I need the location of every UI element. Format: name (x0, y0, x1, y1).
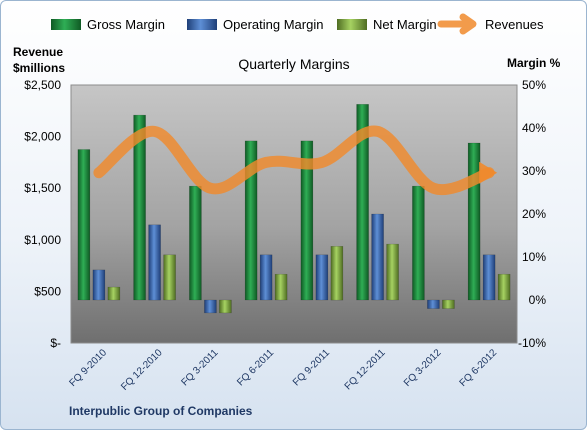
legend-swatch-net-margin (337, 19, 367, 30)
line-revenues-arrowhead (479, 161, 498, 184)
bar-operating-margin-fq-9-2010 (92, 269, 106, 301)
legend-label-gross-margin: Gross Margin (87, 17, 165, 32)
left-axis-title-line1: Revenue (13, 45, 63, 59)
right-axis-ticks: -10% 0% 10% 20% 30% 40% 50% (518, 78, 546, 350)
bar-net-margin-fq-3-2011 (219, 299, 232, 314)
legend-label-net-margin: Net Margin (373, 17, 437, 32)
x-tick-label: FQ 3-2011 (179, 347, 220, 388)
right-tick-label: 20% (522, 207, 546, 221)
x-tick-label: FQ 9-2010 (67, 347, 109, 389)
bar-gross-margin-fq-3-2012 (412, 185, 425, 301)
bar-net-margin-fq-9-2010 (107, 286, 121, 301)
bar-operating-margin-fq-6-2011 (259, 254, 273, 301)
left-tick-label: $1,000 (24, 233, 61, 247)
bar-operating-margin-fq-3-2012 (427, 299, 440, 309)
line-revenues (93, 125, 495, 196)
x-tick-label: FQ 6-2011 (235, 347, 276, 388)
bar-net-margin-fq-12-2011 (386, 243, 399, 301)
bar-gross-margin-fq-12-2011 (356, 104, 369, 301)
bar-gross-margin-fq-9-2010 (77, 149, 91, 301)
x-tick-label: FQ 6-2012 (458, 347, 500, 389)
bar-net-margin-fq-6-2012 (497, 273, 511, 301)
x-axis-ticks: FQ 9-2010 FQ 12-2010 FQ 3-2011 FQ 6-2011 FQ … (67, 347, 499, 393)
bar-operating-margin-fq-12-2010 (148, 224, 161, 301)
bar-gross-margin-fq-9-2011 (300, 140, 314, 301)
x-tick-label: FQ 9-2011 (291, 347, 332, 388)
x-tick-label: FQ 3-2012 (402, 347, 444, 389)
bar-gross-margin-fq-6-2011 (244, 140, 258, 301)
left-tick-label: $2,000 (24, 130, 61, 144)
left-axis-ticks: $- $500 $1,000 $1,500 $2,000 $2,500 (24, 78, 61, 350)
bars-layer (77, 104, 511, 314)
legend: Gross Margin Operating Margin Net Margin… (51, 13, 544, 35)
right-tick-label: 50% (522, 78, 546, 92)
bar-gross-margin-fq-3-2011 (189, 185, 202, 301)
right-tick-label: 40% (522, 121, 546, 135)
bar-operating-margin-fq-9-2011 (315, 254, 329, 301)
bar-net-margin-fq-3-2012 (442, 299, 455, 309)
legend-label-operating-margin: Operating Margin (223, 17, 323, 32)
line-layer (93, 125, 498, 196)
bar-operating-margin-fq-12-2011 (371, 213, 384, 301)
left-tick-label: $2,500 (24, 78, 61, 92)
bar-gross-margin-fq-6-2012 (467, 142, 481, 301)
bar-operating-margin-fq-6-2012 (482, 254, 496, 301)
bar-operating-margin-fq-3-2011 (204, 299, 217, 314)
x-tick-label: FQ 12-2011 (343, 347, 388, 392)
right-tick-label: 30% (522, 164, 546, 178)
footer-company-name: Interpublic Group of Companies (69, 404, 253, 418)
right-tick-label: 0% (529, 293, 547, 307)
left-tick-label: $500 (34, 284, 61, 298)
legend-swatch-revenues (437, 13, 477, 35)
legend-swatch-gross-margin (51, 19, 81, 30)
bar-net-margin-fq-12-2010 (163, 254, 176, 301)
bar-gross-margin-fq-12-2010 (133, 114, 146, 301)
right-tick-label: 10% (522, 250, 546, 264)
bar-net-margin-fq-9-2011 (330, 246, 344, 301)
bar-net-margin-fq-6-2011 (274, 273, 288, 301)
left-tick-label: $- (50, 336, 61, 350)
right-tick-label: -10% (518, 336, 546, 350)
right-axis-title: Margin % (507, 56, 561, 70)
legend-label-revenues: Revenues (485, 17, 544, 32)
legend-swatch-operating-margin (187, 19, 217, 30)
left-axis-title-line2: $millions (13, 61, 65, 75)
x-tick-label: FQ 12-2010 (119, 347, 165, 393)
left-tick-label: $1,500 (24, 181, 61, 195)
chart-title: Quarterly Margins (238, 56, 349, 72)
